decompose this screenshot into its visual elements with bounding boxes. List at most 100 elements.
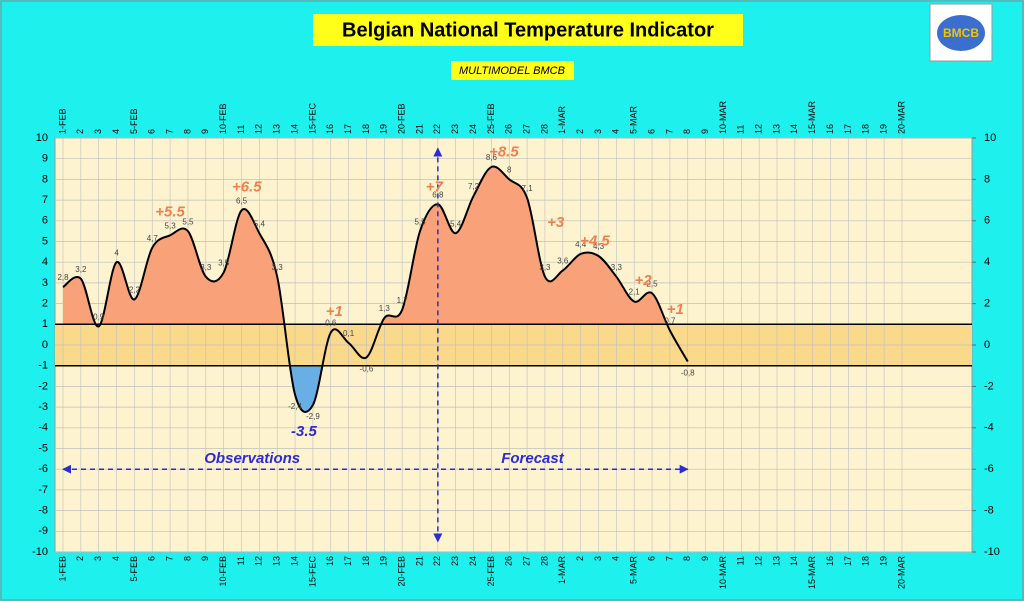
x-tick-label: 26 <box>504 556 514 566</box>
x-tick-label-top: 18 <box>861 124 871 134</box>
x-tick-label-top: 16 <box>325 124 335 134</box>
y-tick-label: -3 <box>38 401 48 413</box>
x-tick-label-top: 6 <box>147 129 157 134</box>
x-tick-label: 16 <box>825 556 835 566</box>
x-tick-label: 3 <box>93 556 103 561</box>
x-tick-label: 19 <box>878 556 888 566</box>
x-tick-label: 13 <box>771 556 781 566</box>
x-tick-label: 9 <box>700 556 710 561</box>
logo-shape <box>937 15 985 51</box>
annotation: +5.5 <box>155 203 185 220</box>
y-tick-label: 1 <box>42 318 48 330</box>
x-tick-label: 20-MAR <box>896 556 906 590</box>
x-tick-label: 6 <box>147 556 157 561</box>
x-tick-label: 6 <box>646 556 656 561</box>
value-label: 2,5 <box>646 279 658 288</box>
x-tick-label: 15-FEC <box>307 556 317 588</box>
x-tick-label-top: 24 <box>468 124 478 134</box>
x-tick-label-top: 2 <box>75 129 85 134</box>
x-tick-label-top: 13 <box>771 124 781 134</box>
y2-tick-label: 4 <box>984 256 990 268</box>
x-tick-label-top: 12 <box>754 124 764 134</box>
value-label: 5,5 <box>414 217 426 226</box>
x-tick-label: 17 <box>843 556 853 566</box>
annotation: +1 <box>326 303 343 320</box>
y2-tick-label: -2 <box>984 380 994 392</box>
x-tick-label-top: 8 <box>682 129 692 134</box>
annotation: -3.5 <box>291 423 318 440</box>
x-tick-label-top: 18 <box>361 124 371 134</box>
x-tick-label: 1-MAR <box>557 556 567 585</box>
y-tick-label: 6 <box>42 215 48 227</box>
value-label: 1,3 <box>379 304 391 313</box>
x-tick-label-top: 16 <box>825 124 835 134</box>
x-tick-label-top: 3 <box>593 129 603 134</box>
logo-text: BMCB <box>943 26 979 40</box>
annotation: +3 <box>547 214 565 231</box>
x-tick-label-top: 10-MAR <box>718 100 728 134</box>
x-tick-label-top: 1-FEB <box>57 108 67 134</box>
x-tick-label-top: 20-MAR <box>896 100 906 134</box>
x-tick-label-top: 28 <box>539 124 549 134</box>
y2-tick-label: 10 <box>984 132 996 144</box>
x-tick-label-top: 26 <box>504 124 514 134</box>
value-label: 4,3 <box>593 242 605 251</box>
annotation: +6.5 <box>232 179 262 196</box>
x-tick-label-top: 9 <box>700 129 710 134</box>
y-tick-label: -7 <box>38 484 48 496</box>
y-tick-label: 5 <box>42 235 48 247</box>
chart-title: Belgian National Temperature Indicator <box>342 19 714 41</box>
x-tick-label: 4 <box>111 556 121 561</box>
annotation: +2 <box>635 272 653 289</box>
x-tick-label-top: 9 <box>200 129 210 134</box>
value-label: 7,1 <box>522 184 534 193</box>
annotation: +8.5 <box>489 143 519 160</box>
x-tick-label: 12 <box>754 556 764 566</box>
value-label: -0,8 <box>681 369 695 378</box>
y-tick-label: 9 <box>42 153 48 165</box>
x-tick-label: 8 <box>682 556 692 561</box>
value-label: 0,9 <box>93 312 105 321</box>
value-label: 4,4 <box>575 240 587 249</box>
x-tick-label-top: 13 <box>272 124 282 134</box>
x-tick-label: 19 <box>379 556 389 566</box>
value-label: 2,1 <box>629 288 641 297</box>
y-tick-label: 0 <box>42 339 48 351</box>
value-label: 6,5 <box>236 197 248 206</box>
value-label: 3,3 <box>539 263 551 272</box>
y-tick-label: -5 <box>38 442 48 454</box>
y2-tick-label: -8 <box>984 505 994 517</box>
y2-tick-label: 6 <box>984 215 990 227</box>
y-tick-label: -6 <box>38 463 48 475</box>
x-tick-label-top: 4 <box>611 129 621 134</box>
x-tick-label: 4 <box>611 556 621 561</box>
x-tick-label-top: 17 <box>343 124 353 134</box>
y-tick-label: 4 <box>42 256 48 268</box>
value-label: 5,4 <box>450 219 462 228</box>
value-label: 0,7 <box>664 317 676 326</box>
title-box <box>313 14 743 46</box>
x-tick-label-top: 15-MAR <box>807 100 817 134</box>
x-tick-label: 10-FEB <box>218 556 228 587</box>
annotation: +1 <box>667 301 684 318</box>
x-tick-label: 1-FEB <box>57 556 67 582</box>
y-tick-label: 3 <box>42 277 48 289</box>
x-tick-label-top: 15-FEC <box>307 102 317 134</box>
value-label: 3,2 <box>75 265 87 274</box>
annotation: +7 <box>426 179 444 196</box>
y-tick-label: -1 <box>38 360 48 372</box>
x-tick-label-top: 5-FEB <box>129 108 139 134</box>
x-tick-label: 27 <box>521 556 531 566</box>
x-tick-label-top: 5-MAR <box>629 105 639 134</box>
x-tick-label-top: 21 <box>414 124 424 134</box>
y2-tick-label: -6 <box>984 463 994 475</box>
x-tick-label-top: 12 <box>254 124 264 134</box>
value-label: 5,4 <box>254 219 266 228</box>
x-tick-label-top: 7 <box>164 129 174 134</box>
x-tick-label-top: 10-FEB <box>218 103 228 134</box>
y-tick-label: 2 <box>42 298 48 310</box>
value-label: 8 <box>507 166 512 175</box>
annotation: Forecast <box>501 450 565 467</box>
value-label: 8,6 <box>486 153 498 162</box>
